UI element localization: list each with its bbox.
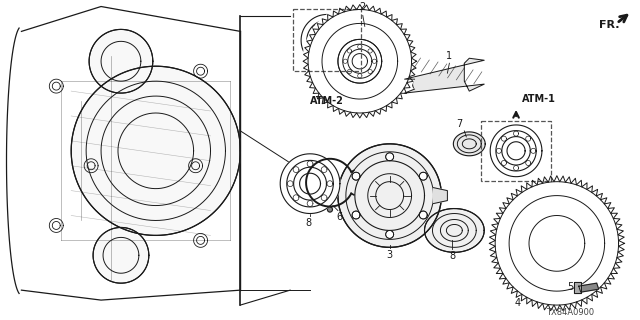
- Polygon shape: [322, 23, 397, 99]
- Polygon shape: [419, 211, 428, 219]
- Polygon shape: [597, 207, 605, 215]
- Polygon shape: [536, 187, 544, 195]
- Polygon shape: [71, 66, 241, 236]
- Polygon shape: [570, 187, 578, 195]
- Polygon shape: [301, 14, 353, 66]
- Bar: [481, 121, 551, 181]
- Polygon shape: [509, 207, 516, 215]
- Polygon shape: [93, 228, 149, 283]
- Text: 5: 5: [568, 282, 574, 292]
- Text: FR.: FR.: [598, 20, 619, 30]
- Polygon shape: [386, 230, 394, 238]
- Polygon shape: [280, 154, 340, 213]
- Polygon shape: [424, 209, 484, 252]
- Polygon shape: [489, 176, 625, 311]
- Polygon shape: [338, 144, 442, 247]
- Polygon shape: [303, 4, 417, 118]
- Polygon shape: [419, 172, 428, 180]
- Polygon shape: [453, 132, 485, 156]
- Bar: [293, 10, 361, 71]
- Text: TX84A0900: TX84A0900: [545, 308, 594, 317]
- Polygon shape: [386, 153, 394, 161]
- Polygon shape: [352, 172, 360, 180]
- Text: ATM-2: ATM-2: [310, 96, 344, 106]
- Text: 3: 3: [387, 250, 393, 260]
- Text: 7: 7: [456, 119, 462, 129]
- Polygon shape: [498, 239, 506, 247]
- Polygon shape: [404, 58, 484, 93]
- Text: 6: 6: [337, 212, 343, 221]
- Polygon shape: [490, 125, 542, 177]
- Text: ATM-1: ATM-1: [522, 94, 556, 104]
- Text: 8: 8: [449, 251, 456, 261]
- Polygon shape: [536, 292, 544, 300]
- Polygon shape: [597, 272, 605, 280]
- Polygon shape: [607, 239, 616, 247]
- Polygon shape: [328, 207, 332, 212]
- Polygon shape: [509, 196, 605, 291]
- Polygon shape: [574, 282, 580, 293]
- Text: 8: 8: [305, 219, 311, 228]
- Text: 2: 2: [360, 3, 366, 12]
- Polygon shape: [433, 188, 447, 204]
- Polygon shape: [570, 292, 578, 300]
- Polygon shape: [338, 39, 381, 83]
- Text: 4: 4: [515, 298, 521, 308]
- Text: 1: 1: [446, 51, 452, 61]
- Polygon shape: [509, 272, 516, 280]
- Polygon shape: [579, 283, 598, 292]
- Polygon shape: [89, 29, 153, 93]
- Polygon shape: [352, 211, 360, 219]
- Polygon shape: [413, 77, 426, 91]
